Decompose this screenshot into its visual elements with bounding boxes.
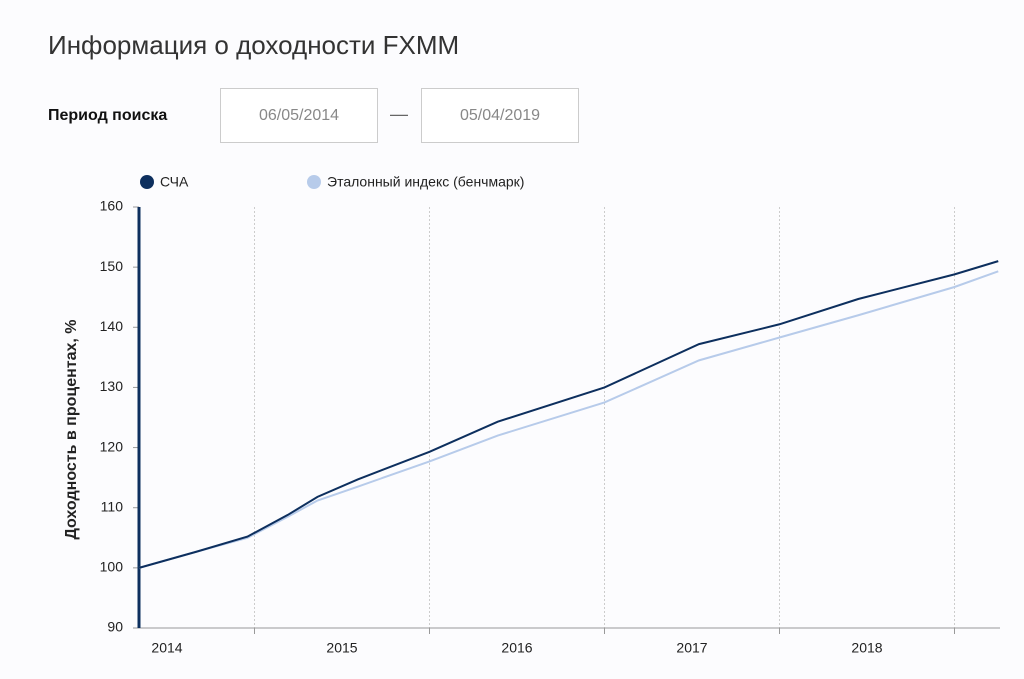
x-tick-label: 2014	[151, 640, 182, 656]
x-tick-label: 2018	[851, 640, 882, 656]
legend-label: СЧА	[160, 174, 189, 190]
date-from-input[interactable]: 06/05/2014	[220, 88, 378, 143]
y-tick-label: 140	[100, 318, 124, 334]
y-tick-label: 120	[100, 438, 124, 454]
legend-label: Эталонный индекс (бенчмарк)	[327, 174, 524, 190]
y-tick-label: 100	[100, 559, 124, 575]
x-tick-label: 2016	[501, 640, 532, 656]
period-label: Период поиска	[48, 107, 168, 124]
y-tick-label: 110	[101, 498, 124, 514]
page-title: Информация о доходности FXMM	[48, 30, 460, 60]
y-tick-label: 130	[100, 378, 124, 394]
series-line	[138, 260, 999, 569]
y-tick-label: 160	[100, 198, 124, 214]
legend-marker	[140, 175, 154, 189]
y-tick-label: 150	[100, 258, 124, 274]
separator: —	[390, 104, 408, 124]
x-tick-label: 2017	[676, 640, 707, 656]
series-line	[138, 270, 999, 569]
x-tick-label: 2015	[326, 640, 357, 656]
legend-marker	[307, 175, 321, 189]
date-to-input[interactable]: 05/04/2019	[421, 88, 579, 143]
y-tick-label: 90	[107, 619, 123, 635]
y-axis-label: Доходность в процентах, %	[63, 319, 80, 539]
